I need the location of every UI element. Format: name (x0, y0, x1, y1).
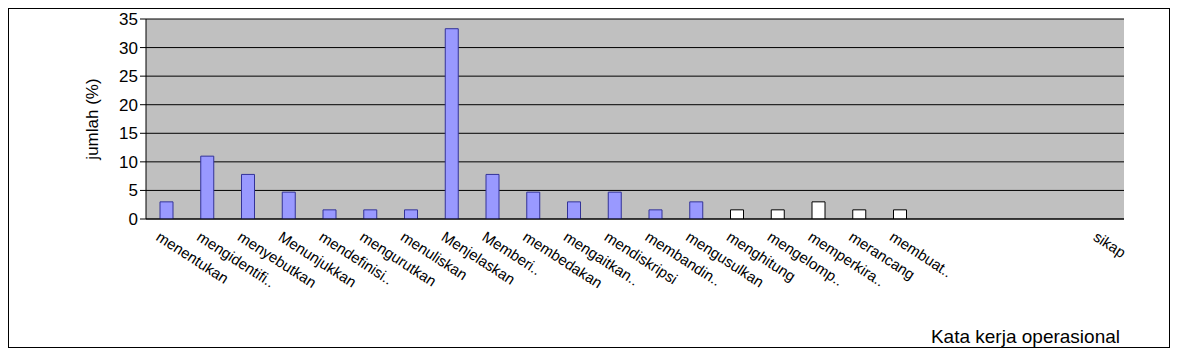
svg-text:Menjelaskan: Menjelaskan (438, 227, 519, 288)
svg-text:20: 20 (119, 96, 138, 115)
svg-text:mengelomp..: mengelomp.. (764, 227, 847, 290)
svg-text:jumlah (%): jumlah (%) (83, 78, 102, 160)
svg-text:menghitung: menghitung (723, 227, 799, 285)
svg-text:mengusulkan: mengusulkan (683, 227, 768, 291)
svg-text:mendiskripsi: mendiskripsi (601, 227, 681, 288)
svg-text:menyebutkan: menyebutkan (234, 227, 320, 291)
svg-text:mengidentifi..: mengidentifi.. (194, 227, 279, 291)
svg-text:10: 10 (119, 153, 138, 172)
svg-text:membedakan: membedakan (520, 227, 606, 292)
svg-text:0: 0 (129, 210, 138, 229)
svg-text:sikap: sikap (1091, 228, 1130, 261)
svg-text:membandin..: membandin.. (642, 227, 725, 290)
svg-text:mendefinisi..: mendefinisi.. (316, 227, 397, 288)
svg-text:30: 30 (119, 39, 138, 58)
svg-text:Menunjukkan: Menunjukkan (275, 227, 360, 291)
svg-text:mengaitkan..: mengaitkan.. (560, 227, 643, 289)
svg-text:5: 5 (129, 181, 138, 200)
svg-text:15: 15 (119, 124, 138, 143)
svg-text:mengurutkan: mengurutkan (357, 227, 440, 290)
svg-text:35: 35 (119, 10, 138, 29)
svg-text:menentukan: menentukan (153, 227, 232, 287)
svg-text:memperkira..: memperkira.. (805, 227, 888, 290)
svg-text:merancang: merancang (846, 227, 919, 283)
svg-text:Memberi..: Memberi.. (479, 227, 545, 279)
svg-text:menuliskan: menuliskan (397, 227, 471, 284)
svg-text:25: 25 (119, 67, 138, 86)
svg-text:membuat..: membuat.. (887, 228, 956, 281)
svg-text:Kata kerja operasional: Kata kerja operasional (931, 326, 1120, 347)
